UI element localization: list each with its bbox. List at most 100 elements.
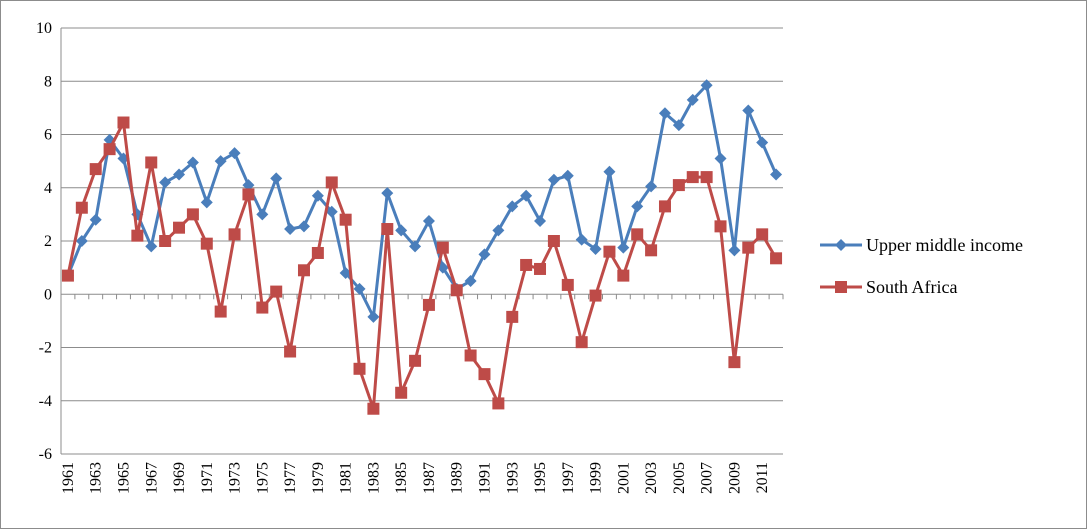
x-axis-tick-labels: 1961 1963 1965 1967 1969 1971 1973 1975 1977 1979… bbox=[60, 462, 771, 494]
data-point bbox=[117, 152, 130, 165]
legend-label: Upper middle income bbox=[866, 235, 1023, 255]
data-point bbox=[450, 284, 463, 297]
data-point bbox=[728, 356, 741, 369]
data-point bbox=[117, 116, 130, 129]
x-tick-label: 2009 bbox=[726, 462, 743, 494]
x-tick-label: 1987 bbox=[421, 462, 438, 494]
legend-entry: South Africa bbox=[820, 277, 958, 297]
x-tick-label: 1973 bbox=[227, 462, 244, 494]
series-line bbox=[66, 121, 778, 411]
x-tick-label: 1981 bbox=[338, 462, 355, 494]
data-point bbox=[645, 180, 658, 193]
x-tick-label: 1985 bbox=[393, 462, 410, 494]
data-point bbox=[353, 282, 366, 295]
y-tick-label: 10 bbox=[36, 20, 52, 37]
series-1 bbox=[61, 79, 783, 323]
data-point bbox=[464, 349, 477, 362]
data-point bbox=[534, 262, 547, 275]
data-point bbox=[228, 147, 241, 160]
data-point bbox=[173, 168, 186, 181]
data-point bbox=[561, 169, 574, 182]
data-point bbox=[409, 240, 422, 253]
data-point bbox=[159, 235, 172, 247]
data-point bbox=[686, 171, 699, 184]
data-point bbox=[728, 244, 741, 257]
data-point bbox=[75, 201, 88, 214]
legend: Upper middle income South Africa bbox=[820, 235, 1023, 297]
data-point bbox=[228, 228, 241, 241]
x-tick-label: 1999 bbox=[588, 462, 605, 494]
data-point bbox=[284, 345, 297, 358]
data-point bbox=[575, 233, 588, 246]
data-point bbox=[658, 200, 671, 213]
x-tick-label: 1967 bbox=[143, 462, 160, 494]
y-tick-label: 0 bbox=[44, 286, 52, 303]
data-point bbox=[589, 289, 602, 302]
x-tick-label: 1965 bbox=[115, 462, 132, 494]
data-point bbox=[339, 266, 352, 279]
data-point bbox=[325, 205, 338, 218]
data-point bbox=[770, 252, 783, 265]
data-point bbox=[492, 224, 505, 237]
data-point bbox=[742, 104, 755, 117]
y-tick-label: 4 bbox=[44, 180, 52, 197]
y-tick-label: -2 bbox=[39, 340, 52, 357]
data-point bbox=[75, 235, 88, 247]
data-point bbox=[381, 223, 394, 236]
x-tick-label: 1977 bbox=[282, 462, 299, 494]
data-point bbox=[214, 155, 227, 168]
x-tick-label: 1961 bbox=[60, 462, 77, 494]
data-point bbox=[173, 221, 186, 234]
data-point bbox=[617, 241, 630, 254]
data-point bbox=[242, 179, 255, 192]
data-point bbox=[520, 189, 533, 202]
data-point bbox=[353, 362, 366, 375]
y-tick-label: -4 bbox=[39, 393, 52, 410]
data-point bbox=[534, 215, 547, 228]
x-tick-label: 1983 bbox=[365, 462, 382, 494]
data-point bbox=[547, 235, 560, 247]
data-point bbox=[131, 229, 144, 242]
data-point bbox=[631, 200, 644, 213]
data-point bbox=[700, 171, 713, 184]
data-point bbox=[589, 242, 602, 255]
data-point bbox=[742, 241, 755, 254]
data-point bbox=[242, 188, 255, 201]
y-tick-label: 8 bbox=[44, 73, 52, 90]
y-tick-label: -6 bbox=[39, 446, 52, 463]
data-point bbox=[422, 298, 435, 311]
data-point bbox=[297, 220, 310, 233]
y-axis-tick-labels: -6 -4 -2 0 2 4 6 8 10 bbox=[36, 20, 52, 463]
data-point bbox=[686, 93, 699, 106]
data-point bbox=[214, 305, 227, 318]
data-point bbox=[658, 107, 671, 120]
data-point bbox=[422, 215, 435, 228]
data-point bbox=[145, 240, 158, 253]
data-point bbox=[256, 208, 269, 221]
data-point bbox=[770, 168, 783, 181]
data-point bbox=[464, 274, 477, 287]
data-point bbox=[672, 119, 685, 132]
x-tick-label: 2011 bbox=[754, 462, 771, 493]
x-tick-label: 1963 bbox=[88, 462, 105, 494]
data-point bbox=[367, 310, 380, 323]
data-point bbox=[61, 269, 74, 282]
data-point bbox=[103, 143, 116, 156]
data-point bbox=[700, 79, 713, 92]
data-point bbox=[617, 269, 630, 282]
gridlines bbox=[61, 27, 783, 455]
data-point bbox=[395, 224, 408, 237]
x-tick-label: 1975 bbox=[254, 462, 271, 494]
data-point bbox=[325, 176, 338, 189]
data-point bbox=[561, 278, 574, 291]
data-point bbox=[89, 213, 102, 226]
data-point bbox=[714, 220, 727, 233]
data-point bbox=[367, 402, 380, 415]
x-tick-label: 2003 bbox=[643, 462, 660, 494]
x-tick-label: 1969 bbox=[171, 462, 188, 494]
legend-label: South Africa bbox=[866, 277, 958, 297]
data-point bbox=[756, 136, 769, 149]
data-point bbox=[89, 163, 102, 176]
data-point bbox=[186, 208, 199, 221]
